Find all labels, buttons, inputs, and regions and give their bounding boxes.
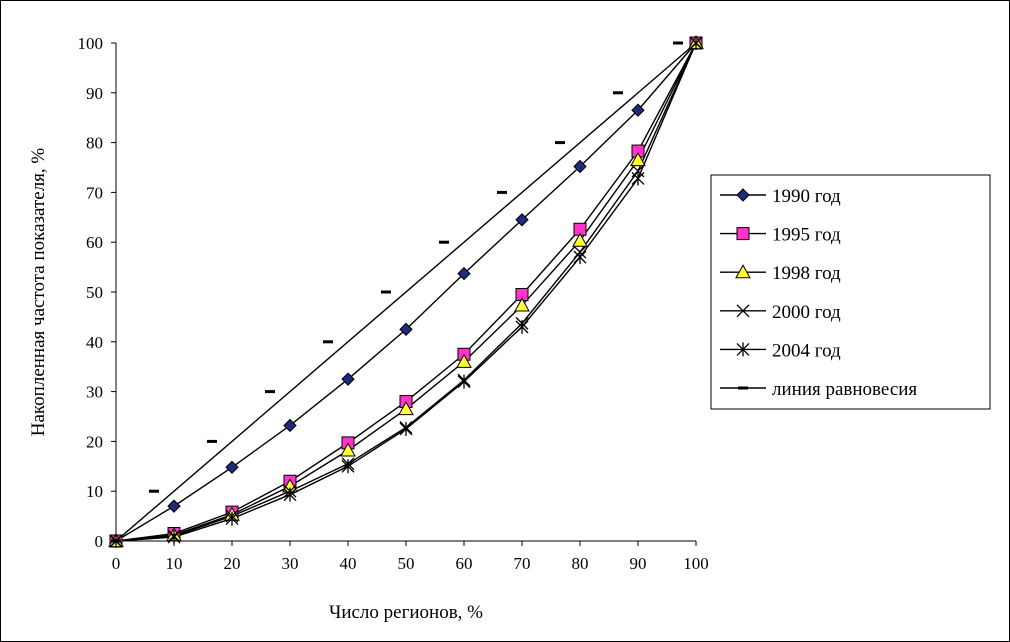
legend: 1990 год 1995 год 1998 год 2000 год 2004 год… bbox=[710, 174, 991, 410]
series-3-marker bbox=[572, 232, 588, 247]
series-3-marker bbox=[630, 152, 646, 167]
y-tick-label: 80 bbox=[86, 134, 103, 153]
series-5-marker bbox=[399, 421, 413, 436]
x-tick-label: 60 bbox=[456, 554, 473, 573]
series-5-marker bbox=[631, 171, 645, 186]
series-1-marker bbox=[341, 372, 355, 386]
series-6-marker bbox=[149, 489, 159, 493]
y-tick-label: 30 bbox=[86, 383, 103, 402]
series-5-marker bbox=[225, 511, 239, 526]
series-1-marker bbox=[631, 103, 645, 117]
legend-item-5-label: 2004 год bbox=[772, 340, 841, 361]
series-6-marker bbox=[207, 439, 217, 443]
legend-item-3-marker bbox=[735, 264, 751, 279]
series-markers bbox=[108, 34, 704, 548]
series-3-marker bbox=[398, 401, 414, 416]
series-3-marker bbox=[456, 353, 472, 368]
series-3-marker bbox=[340, 442, 356, 457]
x-axis-title: Число регионов, % bbox=[329, 602, 483, 623]
x-tick-label: 20 bbox=[224, 554, 241, 573]
series-6-marker bbox=[265, 390, 275, 394]
legend-box bbox=[710, 174, 991, 410]
series-5-marker bbox=[341, 459, 355, 474]
series-6-line bbox=[115, 42, 697, 542]
series-5-marker bbox=[515, 319, 529, 334]
series-5-marker bbox=[573, 250, 587, 265]
series-1-marker bbox=[167, 499, 181, 513]
series-6-marker bbox=[111, 539, 121, 543]
x-tick-label: 10 bbox=[166, 554, 183, 573]
legend-item-5-marker bbox=[736, 342, 750, 357]
series-6-marker bbox=[497, 190, 507, 194]
y-tick-label: 50 bbox=[86, 283, 103, 302]
legend-item-6-marker bbox=[738, 386, 748, 390]
series-5-marker bbox=[689, 36, 703, 50]
series-3-marker bbox=[514, 297, 530, 312]
series-5-marker bbox=[167, 530, 181, 545]
series-6-marker bbox=[555, 141, 565, 145]
series-1-marker bbox=[283, 418, 297, 433]
x-tick-label: 40 bbox=[340, 554, 357, 573]
x-tick-labels: 0 10 20 30 40 50 60 70 80 90 100 bbox=[112, 554, 709, 573]
series-6-marker bbox=[381, 290, 391, 294]
x-tick-label: 30 bbox=[282, 554, 299, 573]
legend-item-6-label: линия равновесия bbox=[772, 379, 917, 400]
x-tick-label: 0 bbox=[112, 554, 121, 573]
series-1-marker bbox=[515, 213, 529, 227]
y-axis-title: Накопленная частота показателя, % bbox=[28, 148, 49, 437]
legend-item-4-label: 2000 год bbox=[772, 302, 841, 323]
y-tick-label: 0 bbox=[95, 532, 104, 551]
y-tick-label: 40 bbox=[86, 333, 103, 352]
x-tick-label: 90 bbox=[630, 554, 647, 573]
series-1-marker bbox=[573, 159, 587, 174]
series-6-marker bbox=[613, 91, 623, 95]
series-1-marker bbox=[225, 460, 239, 475]
series-1-marker bbox=[399, 322, 413, 337]
x-tick-label: 50 bbox=[398, 554, 415, 573]
series-6-marker bbox=[439, 240, 449, 244]
legend-item-4-marker bbox=[736, 304, 750, 318]
y-tick-labels: 0 10 20 30 40 50 60 70 80 90 100 bbox=[78, 34, 104, 551]
y-tick-label: 70 bbox=[86, 183, 103, 202]
series-5-marker bbox=[457, 374, 471, 389]
y-tick-label: 20 bbox=[86, 432, 103, 451]
x-tick-label: 80 bbox=[572, 554, 589, 573]
legend-item-1-marker bbox=[736, 188, 750, 202]
series-6-marker bbox=[673, 41, 683, 45]
y-tick-label: 60 bbox=[86, 233, 103, 252]
series-5-marker bbox=[283, 487, 297, 502]
series-6-marker bbox=[323, 340, 333, 344]
y-tick-label: 10 bbox=[86, 482, 103, 501]
series-1-marker bbox=[457, 266, 471, 281]
legend-item-2-marker bbox=[736, 227, 750, 241]
y-tick-label: 90 bbox=[86, 84, 103, 103]
legend-item-3-label: 1998 год bbox=[772, 263, 841, 284]
x-tick-label: 70 bbox=[514, 554, 531, 573]
x-tick-label: 100 bbox=[683, 554, 709, 573]
legend-item-2-label: 1995 год bbox=[772, 225, 841, 246]
legend-item-1-label: 1990 год bbox=[772, 186, 841, 207]
y-tick-label: 100 bbox=[78, 34, 104, 53]
